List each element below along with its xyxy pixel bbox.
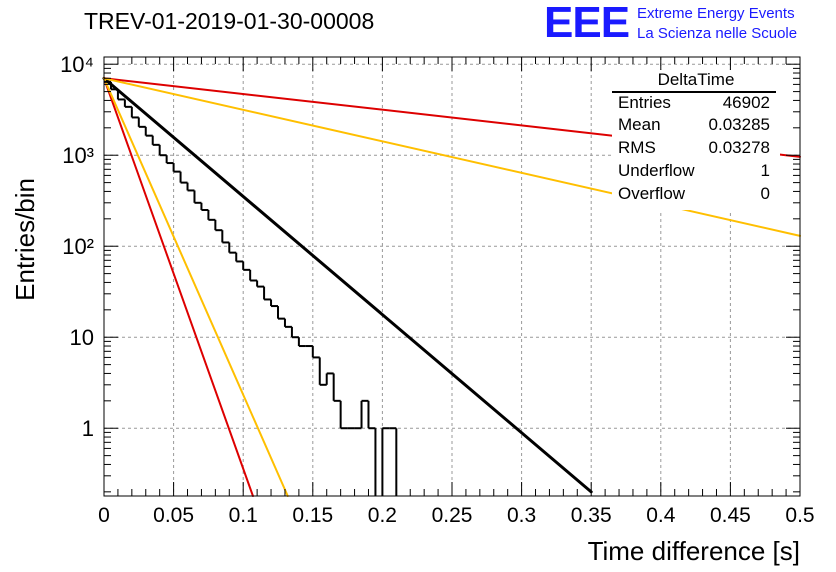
stats-key: Overflow	[618, 184, 686, 203]
x-tick-label: 0.3	[507, 504, 536, 527]
chart-title: TREV-01-2019-01-30-00008	[84, 8, 375, 34]
x-tick-label: 0.5	[785, 504, 814, 527]
stats-value: 0.03285	[708, 115, 770, 134]
stats-row-underflow: Underflow 1	[618, 161, 770, 183]
stats-value: 1	[760, 161, 770, 180]
x-tick-label: 0.35	[571, 504, 612, 527]
axes	[103, 56, 801, 497]
y-tick-label: 1	[82, 416, 94, 441]
stats-value: 0.03278	[708, 138, 770, 157]
x-tick-label: 0.05	[153, 504, 194, 527]
stats-key: RMS	[618, 138, 656, 157]
x-tick-label: 0.15	[292, 504, 333, 527]
x-tick-label: 0.4	[646, 504, 676, 527]
stats-divider	[612, 91, 776, 93]
stats-row-entries: Entries 46902	[618, 93, 770, 115]
logo-mark: EEE	[544, 0, 630, 47]
curve-0	[102, 76, 593, 494]
stats-value: 46902	[722, 93, 770, 112]
x-tick-label: 0.45	[710, 504, 751, 527]
stats-row-mean: Mean 0.03285	[618, 115, 770, 137]
curve-3	[103, 77, 254, 497]
y-tick-label: 10²	[62, 234, 94, 259]
logo-line-1: Extreme Energy Events	[637, 5, 795, 22]
x-tick-label: 0.2	[368, 504, 397, 527]
stats-row-overflow: Overflow 0	[618, 184, 770, 206]
y-tick-label: 10	[70, 325, 94, 350]
stats-key: Entries	[618, 93, 671, 112]
histogram	[104, 80, 398, 496]
stats-row-rms: RMS 0.03278	[618, 138, 770, 160]
x-tick-label: 0.25	[432, 504, 473, 527]
x-tick-label: 0	[98, 504, 110, 527]
stats-key: Mean	[618, 115, 661, 134]
stats-box: DeltaTime Entries 46902 Mean 0.03285 RMS…	[612, 70, 780, 210]
stats-value: 0	[760, 184, 770, 203]
x-tick-label: 0.1	[229, 504, 258, 527]
y-tick-label: 10³	[62, 143, 94, 168]
y-axis-label: Entries/bin	[10, 178, 40, 301]
x-axis-label: Time difference [s]	[588, 536, 800, 566]
logo-line-2: La Scienza nelle Scuole	[637, 25, 798, 42]
y-tick-label: 10⁴	[60, 52, 94, 77]
curve-4	[103, 77, 289, 497]
eee-logo: EEE Extreme Energy Events La Scienza nel…	[540, 0, 836, 48]
stats-title: DeltaTime	[657, 70, 735, 89]
stats-key: Underflow	[618, 161, 695, 180]
tick-labels: 0 0.05 0.1 0.15 0.2 0.25 0.3 0.35 0.4 0.45 0.51101…	[60, 52, 815, 527]
